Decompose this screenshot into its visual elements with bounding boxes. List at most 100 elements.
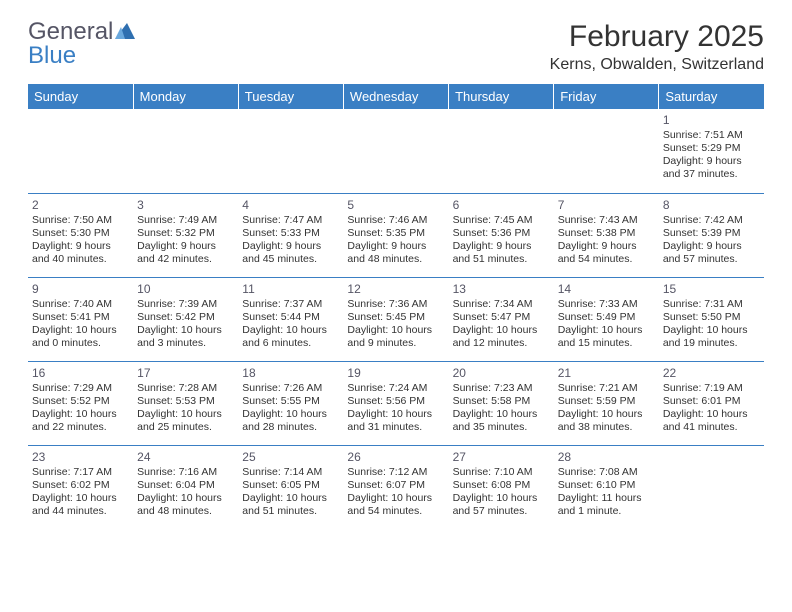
sunset-text: Sunset: 5:29 PM <box>663 142 760 155</box>
day-cell: 5Sunrise: 7:46 AMSunset: 5:35 PMDaylight… <box>343 193 448 277</box>
daylight2-text: and 48 minutes. <box>347 253 444 266</box>
sunrise-text: Sunrise: 7:21 AM <box>558 382 655 395</box>
sunrise-text: Sunrise: 7:10 AM <box>453 466 550 479</box>
day-number: 25 <box>242 450 339 465</box>
location: Kerns, Obwalden, Switzerland <box>550 56 764 74</box>
daylight1-text: Daylight: 9 hours <box>137 240 234 253</box>
daylight1-text: Daylight: 10 hours <box>453 324 550 337</box>
sunrise-text: Sunrise: 7:28 AM <box>137 382 234 395</box>
day-number: 12 <box>347 282 444 297</box>
day-cell: 13Sunrise: 7:34 AMSunset: 5:47 PMDayligh… <box>449 277 554 361</box>
daylight2-text: and 9 minutes. <box>347 337 444 350</box>
sunrise-text: Sunrise: 7:33 AM <box>558 298 655 311</box>
sunset-text: Sunset: 5:32 PM <box>137 227 234 240</box>
day-number: 14 <box>558 282 655 297</box>
day-number: 2 <box>32 198 129 213</box>
week-row: 9Sunrise: 7:40 AMSunset: 5:41 PMDaylight… <box>28 277 764 361</box>
title-block: February 2025 Kerns, Obwalden, Switzerla… <box>550 20 764 74</box>
daylight2-text: and 51 minutes. <box>453 253 550 266</box>
day-cell <box>449 109 554 193</box>
daylight1-text: Daylight: 10 hours <box>137 408 234 421</box>
daylight2-text: and 54 minutes. <box>558 253 655 266</box>
sunset-text: Sunset: 5:53 PM <box>137 395 234 408</box>
sunset-text: Sunset: 5:36 PM <box>453 227 550 240</box>
logo: General Blue <box>28 20 135 68</box>
sunrise-text: Sunrise: 7:43 AM <box>558 214 655 227</box>
daylight2-text: and 19 minutes. <box>663 337 760 350</box>
daylight2-text: and 6 minutes. <box>242 337 339 350</box>
col-wednesday: Wednesday <box>343 84 448 109</box>
sunset-text: Sunset: 5:44 PM <box>242 311 339 324</box>
week-row: 23Sunrise: 7:17 AMSunset: 6:02 PMDayligh… <box>28 445 764 529</box>
day-cell: 14Sunrise: 7:33 AMSunset: 5:49 PMDayligh… <box>554 277 659 361</box>
day-cell: 9Sunrise: 7:40 AMSunset: 5:41 PMDaylight… <box>28 277 133 361</box>
day-cell: 15Sunrise: 7:31 AMSunset: 5:50 PMDayligh… <box>659 277 764 361</box>
day-cell: 18Sunrise: 7:26 AMSunset: 5:55 PMDayligh… <box>238 361 343 445</box>
daylight1-text: Daylight: 10 hours <box>663 324 760 337</box>
day-cell <box>343 109 448 193</box>
sunset-text: Sunset: 6:08 PM <box>453 479 550 492</box>
daylight1-text: Daylight: 10 hours <box>347 324 444 337</box>
day-cell: 1Sunrise: 7:51 AMSunset: 5:29 PMDaylight… <box>659 109 764 193</box>
week-row: 2Sunrise: 7:50 AMSunset: 5:30 PM Daylight… <box>28 193 764 277</box>
daylight1-text: Daylight: 10 hours <box>242 492 339 505</box>
day-number: 19 <box>347 366 444 381</box>
daylight1-text: Daylight: 9 hours <box>558 240 655 253</box>
daylight1-text: Daylight: 10 hours <box>137 492 234 505</box>
logo-part1: General <box>28 18 113 45</box>
day-number: 28 <box>558 450 655 465</box>
daylight2-text: and 54 minutes. <box>347 505 444 518</box>
day-number: 22 <box>663 366 760 381</box>
sunset-text: Sunset: 5:30 PM <box>32 227 129 240</box>
day-cell: 17Sunrise: 7:28 AMSunset: 5:53 PMDayligh… <box>133 361 238 445</box>
day-number: 9 <box>32 282 129 297</box>
sunrise-text: Sunrise: 7:50 AM <box>32 214 129 227</box>
day-number: 26 <box>347 450 444 465</box>
daylight2-text: and 38 minutes. <box>558 421 655 434</box>
daylight2-text: and 57 minutes. <box>453 505 550 518</box>
daylight2-text: and 12 minutes. <box>453 337 550 350</box>
day-cell: 12Sunrise: 7:36 AMSunset: 5:45 PMDayligh… <box>343 277 448 361</box>
day-cell: 19Sunrise: 7:24 AMSunset: 5:56 PMDayligh… <box>343 361 448 445</box>
daylight2-text: and 57 minutes. <box>663 253 760 266</box>
day-number: 16 <box>32 366 129 381</box>
day-number: 1 <box>663 113 760 128</box>
sunrise-text: Sunrise: 7:49 AM <box>137 214 234 227</box>
sunset-text: Sunset: 5:39 PM <box>663 227 760 240</box>
sunset-text: Sunset: 6:05 PM <box>242 479 339 492</box>
daylight1-text: Daylight: 10 hours <box>347 492 444 505</box>
sunrise-text: Sunrise: 7:39 AM <box>137 298 234 311</box>
sunrise-text: Sunrise: 7:51 AM <box>663 129 760 142</box>
sunset-text: Sunset: 6:07 PM <box>347 479 444 492</box>
daylight1-text: Daylight: 10 hours <box>242 324 339 337</box>
col-monday: Monday <box>133 84 238 109</box>
sunrise-text: Sunrise: 7:16 AM <box>137 466 234 479</box>
sunrise-text: Sunrise: 7:45 AM <box>453 214 550 227</box>
sunrise-text: Sunrise: 7:14 AM <box>242 466 339 479</box>
sunrise-text: Sunrise: 7:19 AM <box>663 382 760 395</box>
day-cell: 11Sunrise: 7:37 AMSunset: 5:44 PMDayligh… <box>238 277 343 361</box>
daylight2-text: and 37 minutes. <box>663 168 760 181</box>
sunrise-text: Sunrise: 7:12 AM <box>347 466 444 479</box>
day-cell <box>554 109 659 193</box>
sunset-text: Sunset: 5:52 PM <box>32 395 129 408</box>
daylight1-text: Daylight: 10 hours <box>558 324 655 337</box>
day-cell: 21Sunrise: 7:21 AMSunset: 5:59 PMDayligh… <box>554 361 659 445</box>
col-sunday: Sunday <box>28 84 133 109</box>
daylight2-text: and 42 minutes. <box>137 253 234 266</box>
sunrise-text: Sunrise: 7:37 AM <box>242 298 339 311</box>
sunrise-text: Sunrise: 7:29 AM <box>32 382 129 395</box>
day-number: 6 <box>453 198 550 213</box>
daylight2-text: and 3 minutes. <box>137 337 234 350</box>
sunrise-text: Sunrise: 7:17 AM <box>32 466 129 479</box>
daylight2-text: and 35 minutes. <box>453 421 550 434</box>
sunset-text: Sunset: 5:58 PM <box>453 395 550 408</box>
day-cell: 7Sunrise: 7:43 AMSunset: 5:38 PMDaylight… <box>554 193 659 277</box>
daylight1-text: Daylight: 9 hours <box>453 240 550 253</box>
sunset-text: Sunset: 6:02 PM <box>32 479 129 492</box>
sunset-text: Sunset: 5:47 PM <box>453 311 550 324</box>
header-row: Sunday Monday Tuesday Wednesday Thursday… <box>28 84 764 109</box>
daylight1-text: Daylight: 10 hours <box>558 408 655 421</box>
sunset-text: Sunset: 5:41 PM <box>32 311 129 324</box>
daylight2-text: and 45 minutes. <box>242 253 339 266</box>
